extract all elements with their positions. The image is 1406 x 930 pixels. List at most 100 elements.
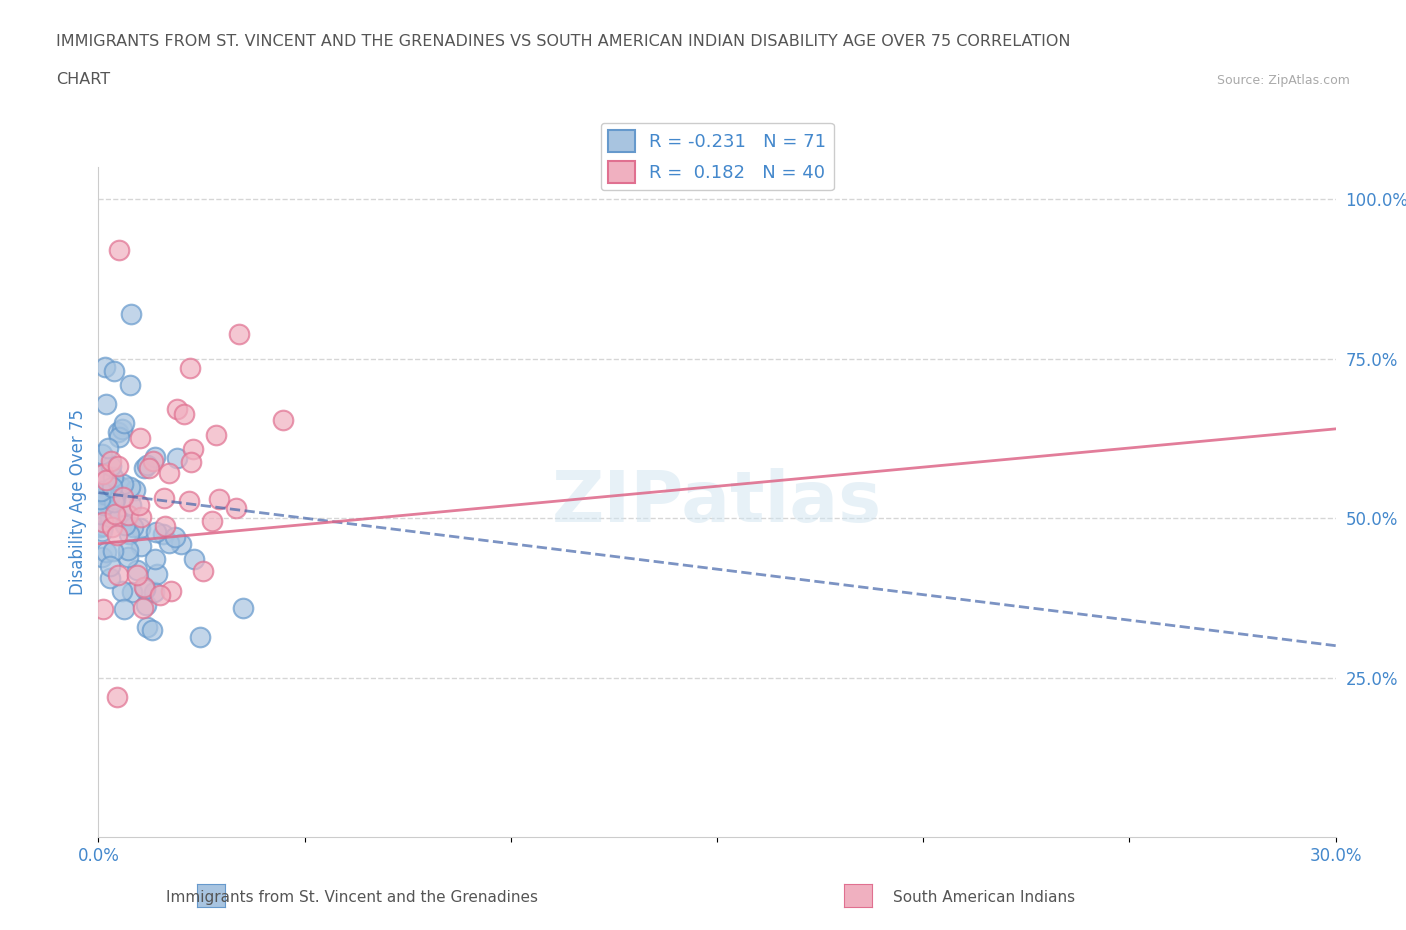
- Point: [98, 571, 121, 586]
- Point: [142, 454, 165, 469]
- Text: CHART: CHART: [56, 72, 110, 86]
- Point: [166, 451, 188, 466]
- Point: [128, 521, 150, 536]
- Point: [180, 455, 202, 470]
- Point: [117, 543, 139, 558]
- Point: [118, 526, 141, 541]
- Point: [132, 579, 155, 594]
- Point: [104, 507, 127, 522]
- Point: [89, 519, 111, 534]
- Point: [114, 517, 136, 532]
- Point: [273, 412, 295, 427]
- Point: [97, 441, 120, 456]
- Point: [112, 416, 135, 431]
- Point: [104, 492, 127, 507]
- Point: [117, 550, 139, 565]
- Point: [100, 519, 122, 534]
- Point: [135, 598, 157, 613]
- Point: [160, 583, 183, 598]
- Point: [205, 428, 228, 443]
- Point: [128, 498, 150, 512]
- Point: [94, 397, 117, 412]
- Point: [90, 484, 112, 498]
- Point: [105, 689, 128, 704]
- Point: [125, 567, 148, 582]
- Point: [125, 563, 148, 578]
- Point: [112, 602, 135, 617]
- Point: [91, 550, 114, 565]
- Point: [89, 507, 111, 522]
- Legend: R = -0.231   N = 71, R =  0.182   N = 40: R = -0.231 N = 71, R = 0.182 N = 40: [600, 123, 834, 191]
- Point: [91, 514, 114, 529]
- Point: [105, 528, 128, 543]
- Point: [145, 525, 167, 539]
- Y-axis label: Disability Age Over 75: Disability Age Over 75: [69, 409, 87, 595]
- Point: [96, 473, 118, 488]
- Point: [94, 472, 117, 487]
- Point: [166, 402, 188, 417]
- Point: [108, 243, 131, 258]
- Point: [136, 619, 159, 634]
- Point: [121, 585, 143, 600]
- Point: [157, 466, 180, 481]
- Point: [101, 470, 124, 485]
- Point: [188, 630, 211, 644]
- Point: [100, 558, 122, 573]
- Point: [89, 467, 111, 482]
- Point: [165, 530, 187, 545]
- Point: [179, 361, 201, 376]
- Point: [103, 495, 125, 510]
- Point: [93, 359, 115, 374]
- Point: [118, 378, 141, 392]
- Point: [170, 537, 193, 551]
- Point: [111, 584, 134, 599]
- Point: [228, 326, 250, 341]
- Point: [89, 492, 111, 507]
- Point: [107, 430, 129, 445]
- Point: [110, 480, 132, 495]
- Text: ZIPatlas: ZIPatlas: [553, 468, 882, 537]
- Point: [145, 566, 167, 581]
- Point: [107, 567, 129, 582]
- Point: [129, 510, 152, 525]
- Point: [94, 544, 117, 559]
- Point: [122, 520, 145, 535]
- Point: [142, 584, 165, 599]
- Point: [129, 538, 152, 553]
- Point: [149, 588, 172, 603]
- Point: [100, 458, 122, 473]
- Point: [91, 467, 114, 482]
- Text: Source: ZipAtlas.com: Source: ZipAtlas.com: [1216, 73, 1350, 86]
- Point: [91, 602, 114, 617]
- Point: [179, 494, 201, 509]
- Point: [93, 486, 115, 501]
- Point: [153, 518, 176, 533]
- Point: [107, 458, 129, 473]
- Point: [112, 490, 135, 505]
- Point: [181, 442, 204, 457]
- Point: [141, 623, 163, 638]
- Point: [138, 461, 160, 476]
- Text: Immigrants from St. Vincent and the Grenadines: Immigrants from St. Vincent and the Gren…: [166, 890, 537, 905]
- Point: [132, 460, 155, 475]
- Point: [143, 449, 166, 464]
- Point: [208, 491, 231, 506]
- Point: [152, 526, 174, 541]
- Point: [111, 476, 134, 491]
- Point: [111, 422, 134, 437]
- Point: [107, 424, 129, 439]
- Point: [101, 543, 124, 558]
- Point: [120, 498, 142, 513]
- Point: [143, 551, 166, 566]
- Point: [131, 601, 153, 616]
- Point: [173, 407, 195, 422]
- Point: [100, 480, 122, 495]
- Point: [159, 536, 181, 551]
- Point: [90, 468, 112, 483]
- Point: [120, 307, 142, 322]
- Point: [98, 501, 121, 516]
- Point: [100, 454, 122, 469]
- Point: [232, 601, 254, 616]
- Point: [98, 509, 121, 524]
- Point: [134, 581, 156, 596]
